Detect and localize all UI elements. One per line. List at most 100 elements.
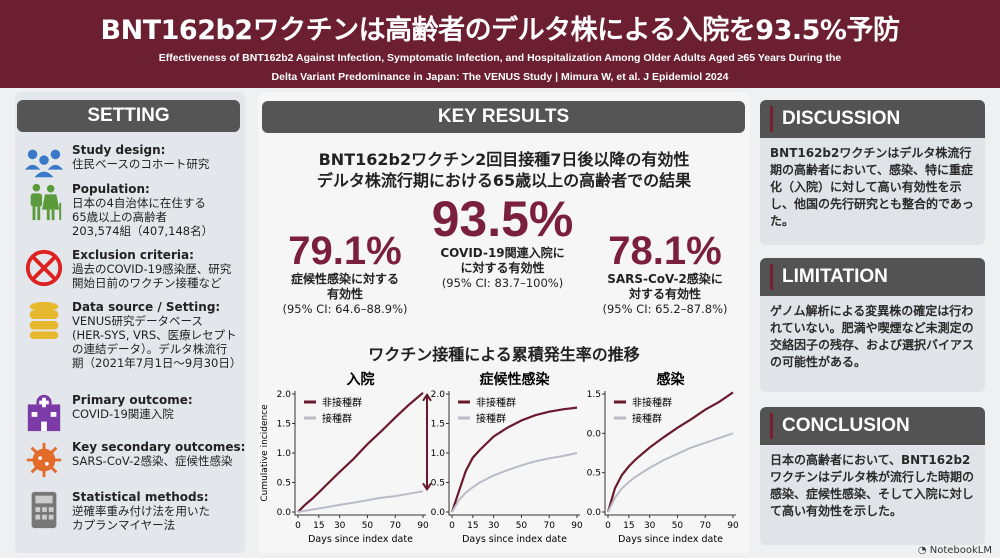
x-tick-label: 90 xyxy=(417,521,429,531)
prohibited-icon xyxy=(25,249,63,287)
stat-desc: に対する有効性 xyxy=(460,261,545,275)
setting-heading: SETTING xyxy=(17,100,240,132)
series-line-unvaccinated xyxy=(450,406,578,513)
chart-title: 症候性感染 xyxy=(480,371,551,388)
setting-item-text: 期（2021年7月1日〜9月30日） xyxy=(72,356,242,370)
key-results-panel xyxy=(258,92,750,553)
x-tick-label: 70 xyxy=(389,521,401,531)
stat-desc: 対する有効性 xyxy=(628,287,701,301)
setting-item: Primary outcome: COVID-19関連入院 xyxy=(24,393,245,453)
setting-item-text: 住民ベースのコホート研究 xyxy=(72,157,210,171)
x-tick-label: 30 xyxy=(488,521,500,531)
setting-item-text: 65歳以上の高齢者 xyxy=(72,210,168,224)
page-title: BNT162b2ワクチンは高齢者のデルタ株による入院を93.5%予防 xyxy=(100,15,900,46)
stat-desc: 症候性感染に対する xyxy=(290,272,399,286)
notebooklm-logo: ◔ NotebookLM xyxy=(917,545,992,556)
setting-item-label: Primary outcome: xyxy=(72,393,193,407)
legend-label: 非接種群 xyxy=(322,396,362,409)
header-banner: BNT162b2ワクチンは高齢者のデルタ株による入院を93.5%予防 Effec… xyxy=(0,0,1000,88)
setting-item-text: 日本の4自治体に在住する xyxy=(72,196,206,210)
chart-3: 感染 0.0 0.5 0.0 1.5 0 15 30 50 70 90 Days since inde… xyxy=(587,371,739,545)
setting-item: Statistical methods: 逆確率重み付け法を用いた カプランマイヤー… xyxy=(24,490,245,550)
series-line-unvaccinated xyxy=(606,391,734,513)
y-tick-label: 0.0 xyxy=(587,429,602,439)
setting-item: Exclusion criteria: 過去のCOVID-19感染歴、研究 開始日前… xyxy=(24,248,245,308)
people-icon xyxy=(24,149,64,178)
y-tick-label: 1.0 xyxy=(277,449,292,459)
chart-title: 入院 xyxy=(347,371,375,388)
setting-item: Study design: 住民ベースのコホート研究 xyxy=(24,143,245,203)
stat-desc: COVID-19関連入院に xyxy=(440,246,565,260)
x-tick-label: 70 xyxy=(543,521,555,531)
x-tick-label: 50 xyxy=(672,521,684,531)
virus-icon xyxy=(26,442,62,478)
calculator-icon xyxy=(31,491,57,529)
x-axis-label: Days since index date xyxy=(462,534,567,545)
chart-title: 感染 xyxy=(657,371,686,388)
x-tick-label: 15 xyxy=(623,521,634,531)
logo-text: NotebookLM xyxy=(929,545,992,556)
chart-axes xyxy=(604,391,736,516)
setting-item-text: 逆確率重み付け法を用いた xyxy=(72,504,210,518)
setting-item-text: 203,574組（407,148名） xyxy=(72,224,214,238)
y-tick-label: 1.5 xyxy=(431,420,445,430)
setting-item-label: Data source / Setting: xyxy=(72,300,221,314)
legend-label: 非接種群 xyxy=(476,396,516,409)
setting-item-text: の連結データ）。デルタ株流行 xyxy=(72,342,228,356)
cumulative-incidence-charts: 入院 0.0 0.5 1.0 1.5 2.0 0 15 30 50 70 90 Days since i… xyxy=(260,371,739,545)
x-tick-label: 15 xyxy=(313,521,324,531)
x-tick-label: 0 xyxy=(605,521,611,531)
stat-value: 78.1% xyxy=(608,229,722,273)
setting-item-text: 過去のCOVID-19感染歴、研究 xyxy=(72,262,232,276)
x-tick-label: 30 xyxy=(644,521,656,531)
y-tick-label: 2.0 xyxy=(277,390,292,400)
x-tick-label: 50 xyxy=(516,521,528,531)
y-tick-label: 1.5 xyxy=(277,420,291,430)
x-tick-label: 0 xyxy=(295,521,301,531)
x-tick-label: 90 xyxy=(727,521,739,531)
setting-item-text: 開始日前のワクチン接種など xyxy=(72,276,222,290)
setting-item: Data source / Setting: VENUS研究データベース (HER-… xyxy=(24,300,245,370)
legend-label: 非接種群 xyxy=(632,396,672,409)
hospital-icon xyxy=(27,394,61,432)
limitation-text: ゲノム解析による変異株の確定は行われていない。肥満や喫煙など未測定の交絡因子の残… xyxy=(770,304,975,369)
subtitle-line-2: Delta Variant Predominance in Japan: The… xyxy=(271,71,729,83)
setting-item-label: Statistical methods: xyxy=(72,490,209,504)
limitation-heading: LIMITATION xyxy=(760,258,985,296)
results-heading-1: BNT162b2ワクチン2回目接種7日後以降の有効性 xyxy=(318,150,690,169)
y-tick-label: 0.0 xyxy=(431,508,446,518)
setting-item-text: カプランマイヤー法 xyxy=(72,518,176,532)
x-tick-label: 15 xyxy=(467,521,478,531)
setting-item-text: VENUS研究データベース xyxy=(72,314,203,328)
subtitle-line-1: Effectiveness of BNT162b2 Against Infect… xyxy=(158,52,842,64)
y-tick-label: 0.5 xyxy=(587,469,601,479)
x-tick-label: 0 xyxy=(449,521,455,531)
setting-item-label: Population: xyxy=(72,182,150,196)
database-icon xyxy=(29,301,59,340)
setting-item-label: Key secondary outcomes: xyxy=(72,440,246,454)
setting-item-text: (HER-SYS, VRS、医療レセプト xyxy=(72,328,237,342)
setting-item-label: Study design: xyxy=(72,143,166,157)
conclusion-panel: CONCLUSION 日本の高齢者において、BNT162b2ワクチンはデルタ株が… xyxy=(760,407,985,545)
difference-arrow xyxy=(422,393,432,492)
stat-ci: (95% CI: 65.2–87.8%) xyxy=(602,302,728,316)
stat-infection: 78.1% SARS-CoV-2感染に 対する有効性 (95% CI: 65.2… xyxy=(590,230,740,317)
legend-label: 接種群 xyxy=(632,412,662,425)
legend-label: 接種群 xyxy=(322,412,352,425)
elderly-couple-icon xyxy=(30,183,62,221)
y-tick-label: 1.0 xyxy=(431,449,446,459)
key-results-heading: KEY RESULTS xyxy=(262,101,745,133)
x-tick-label: 30 xyxy=(334,521,346,531)
discussion-text: BNT162b2ワクチンはデルタ株流行期の高齢者において、感染、特に重症化（入院… xyxy=(770,146,974,228)
chart-axes xyxy=(294,391,426,516)
x-tick-label: 50 xyxy=(362,521,374,531)
stat-hospitalization: 93.5% COVID-19関連入院に に対する有効性 (95% CI: 83.… xyxy=(420,192,585,291)
y-tick-label: 0.5 xyxy=(277,479,291,489)
x-axis-label: Days since index date xyxy=(618,534,723,545)
chart-2: 症候性感染 0.0 0.5 1.0 1.5 2.0 0 15 30 50 70 90 Days sinc… xyxy=(431,371,583,545)
y-tick-label: 0.0 xyxy=(277,508,292,518)
x-tick-label: 90 xyxy=(571,521,583,531)
setting-item-label: Exclusion criteria: xyxy=(72,248,194,262)
series-line-vaccinated xyxy=(297,490,424,513)
conclusion-heading: CONCLUSION xyxy=(760,407,985,445)
